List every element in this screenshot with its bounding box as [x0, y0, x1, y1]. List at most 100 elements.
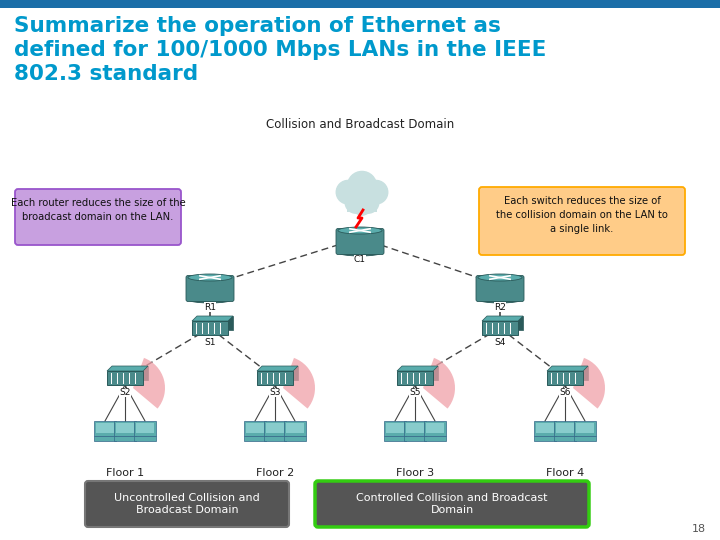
- FancyBboxPatch shape: [264, 436, 286, 441]
- FancyBboxPatch shape: [264, 421, 286, 436]
- FancyBboxPatch shape: [556, 423, 574, 433]
- FancyBboxPatch shape: [286, 423, 304, 433]
- Text: R2: R2: [494, 302, 506, 312]
- FancyBboxPatch shape: [192, 321, 228, 335]
- FancyBboxPatch shape: [482, 321, 518, 335]
- Text: Floor 3: Floor 3: [396, 468, 434, 478]
- Text: Uncontrolled Collision and
Broadcast Domain: Uncontrolled Collision and Broadcast Dom…: [114, 492, 260, 515]
- FancyBboxPatch shape: [404, 421, 426, 436]
- FancyBboxPatch shape: [547, 371, 583, 385]
- Ellipse shape: [478, 274, 522, 281]
- Circle shape: [345, 192, 366, 213]
- Polygon shape: [482, 316, 523, 321]
- FancyBboxPatch shape: [346, 205, 377, 212]
- FancyBboxPatch shape: [574, 421, 596, 436]
- FancyBboxPatch shape: [134, 421, 156, 436]
- Ellipse shape: [338, 249, 382, 256]
- FancyBboxPatch shape: [402, 366, 438, 380]
- Text: C1: C1: [354, 255, 366, 265]
- Circle shape: [336, 180, 360, 204]
- Text: Summarize the operation of Ethernet as: Summarize the operation of Ethernet as: [14, 16, 501, 36]
- Wedge shape: [573, 358, 605, 409]
- Text: Controlled Collision and Broadcast
Domain: Controlled Collision and Broadcast Domai…: [356, 492, 548, 515]
- FancyBboxPatch shape: [534, 421, 556, 436]
- FancyBboxPatch shape: [574, 436, 596, 441]
- Circle shape: [353, 197, 371, 215]
- FancyBboxPatch shape: [116, 423, 134, 433]
- FancyBboxPatch shape: [315, 481, 589, 527]
- FancyBboxPatch shape: [136, 423, 154, 433]
- FancyBboxPatch shape: [186, 275, 234, 301]
- Wedge shape: [283, 358, 315, 409]
- Text: Each switch reduces the size of
the collision domain on the LAN to
a single link: Each switch reduces the size of the coll…: [496, 196, 668, 234]
- FancyBboxPatch shape: [244, 421, 266, 436]
- Text: S1: S1: [204, 338, 216, 347]
- FancyBboxPatch shape: [397, 371, 433, 385]
- Polygon shape: [192, 316, 233, 321]
- FancyBboxPatch shape: [426, 423, 444, 433]
- Text: 18: 18: [692, 524, 706, 534]
- Circle shape: [345, 178, 379, 212]
- Wedge shape: [133, 358, 165, 409]
- FancyBboxPatch shape: [114, 421, 136, 436]
- FancyBboxPatch shape: [94, 436, 116, 441]
- Text: S2: S2: [120, 388, 131, 397]
- Ellipse shape: [188, 296, 232, 303]
- Circle shape: [358, 192, 379, 213]
- FancyBboxPatch shape: [554, 421, 576, 436]
- Ellipse shape: [478, 296, 522, 303]
- Text: Floor 1: Floor 1: [106, 468, 144, 478]
- Text: R1: R1: [204, 302, 216, 312]
- FancyBboxPatch shape: [424, 436, 446, 441]
- FancyBboxPatch shape: [554, 436, 576, 441]
- Text: Floor 2: Floor 2: [256, 468, 294, 478]
- Text: Each router reduces the size of the
broadcast domain on the LAN.: Each router reduces the size of the broa…: [11, 198, 185, 222]
- FancyBboxPatch shape: [552, 366, 588, 380]
- Text: 802.3 standard: 802.3 standard: [14, 64, 198, 84]
- Wedge shape: [423, 358, 455, 409]
- FancyBboxPatch shape: [112, 366, 148, 380]
- Circle shape: [364, 180, 388, 204]
- FancyBboxPatch shape: [404, 436, 426, 441]
- Polygon shape: [547, 366, 588, 371]
- FancyBboxPatch shape: [479, 187, 685, 255]
- FancyBboxPatch shape: [336, 228, 384, 254]
- Circle shape: [348, 171, 377, 200]
- FancyBboxPatch shape: [284, 421, 306, 436]
- FancyBboxPatch shape: [386, 423, 404, 433]
- FancyBboxPatch shape: [384, 436, 406, 441]
- FancyBboxPatch shape: [246, 423, 264, 433]
- FancyBboxPatch shape: [406, 423, 424, 433]
- FancyBboxPatch shape: [476, 275, 524, 301]
- FancyBboxPatch shape: [197, 316, 233, 330]
- FancyBboxPatch shape: [536, 423, 554, 433]
- Text: Floor 4: Floor 4: [546, 468, 584, 478]
- Text: S3: S3: [269, 388, 281, 397]
- FancyBboxPatch shape: [94, 421, 116, 436]
- Text: S4: S4: [495, 338, 505, 347]
- FancyBboxPatch shape: [85, 481, 289, 527]
- FancyBboxPatch shape: [114, 436, 136, 441]
- Ellipse shape: [188, 274, 232, 281]
- Text: Collision and Broadcast Domain: Collision and Broadcast Domain: [266, 118, 454, 131]
- FancyBboxPatch shape: [96, 423, 114, 433]
- FancyBboxPatch shape: [244, 436, 266, 441]
- FancyBboxPatch shape: [262, 366, 298, 380]
- FancyBboxPatch shape: [487, 316, 523, 330]
- FancyBboxPatch shape: [384, 421, 406, 436]
- FancyBboxPatch shape: [284, 436, 306, 441]
- Ellipse shape: [338, 227, 382, 234]
- FancyBboxPatch shape: [576, 423, 594, 433]
- FancyBboxPatch shape: [107, 371, 143, 385]
- Polygon shape: [397, 366, 438, 371]
- FancyBboxPatch shape: [257, 371, 293, 385]
- FancyBboxPatch shape: [134, 436, 156, 441]
- Polygon shape: [107, 366, 148, 371]
- Text: defined for 100/1000 Mbps LANs in the IEEE: defined for 100/1000 Mbps LANs in the IE…: [14, 40, 546, 60]
- FancyBboxPatch shape: [266, 423, 284, 433]
- Text: S5: S5: [409, 388, 420, 397]
- Text: S6: S6: [559, 388, 571, 397]
- FancyBboxPatch shape: [0, 0, 720, 8]
- FancyBboxPatch shape: [15, 189, 181, 245]
- Polygon shape: [257, 366, 298, 371]
